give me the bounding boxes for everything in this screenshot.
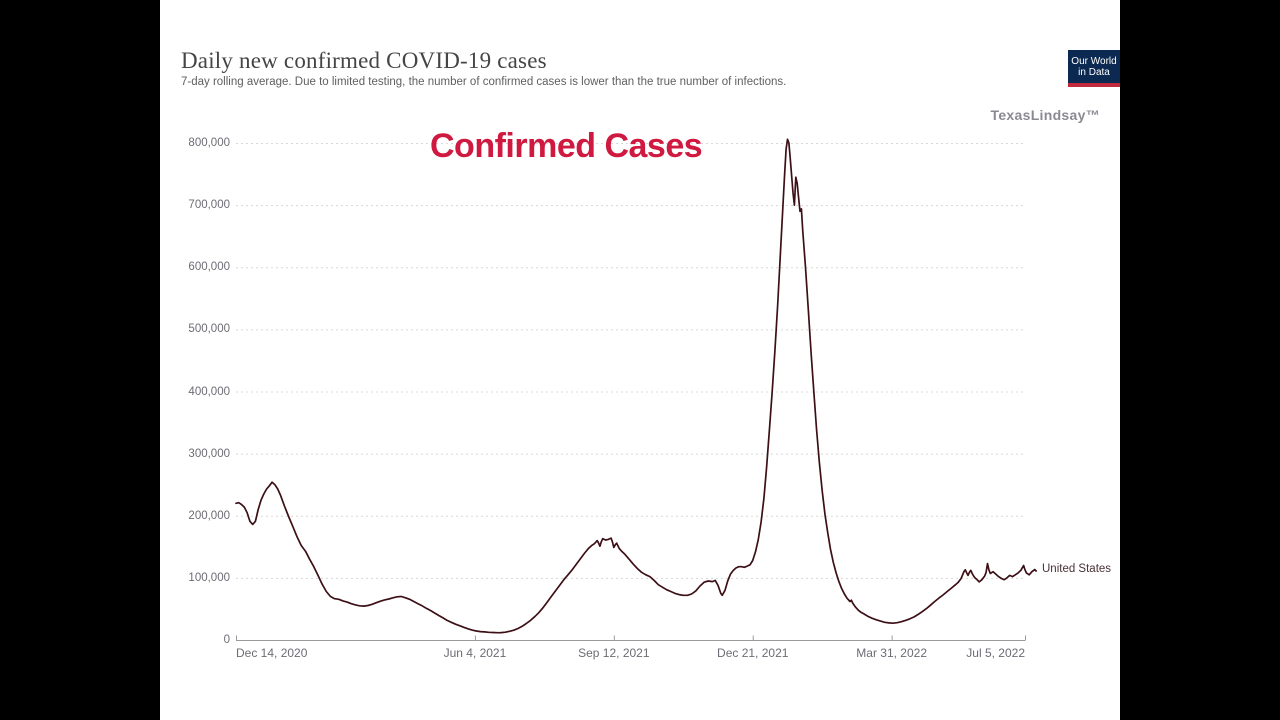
x-axis-tick-label: Sep 12, 2021 — [578, 646, 650, 660]
annotation-confirmed-cases: Confirmed Cases — [430, 127, 703, 165]
y-axis-tick-label: 400,000 — [188, 385, 230, 398]
owid-logo-line2: in Data — [1078, 66, 1110, 78]
x-axis-tick-label: Jun 4, 2021 — [443, 646, 507, 660]
y-axis-tick-label: 100,000 — [188, 571, 230, 584]
page-title: Daily new confirmed COVID-19 cases — [181, 48, 547, 73]
x-axis-tick-label: Jul 5, 2022 — [966, 646, 1025, 660]
x-axis-tick-label: Dec 14, 2020 — [236, 646, 308, 660]
x-axis-tick-label: Mar 31, 2022 — [856, 646, 927, 660]
watermark-texaslindsay: TexasLindsay™ — [990, 107, 1100, 123]
y-axis-tick-label: 300,000 — [188, 447, 230, 460]
chart-card: Daily new confirmed COVID-19 cases 7-day… — [160, 0, 1120, 720]
owid-logo-stripe — [1068, 83, 1120, 87]
owid-logo: Our World in Data — [1068, 50, 1120, 87]
owid-logo-line1: Our World — [1071, 55, 1117, 67]
y-axis-tick-label: 200,000 — [188, 509, 230, 522]
chart-subtitle: 7-day rolling average. Due to limited te… — [181, 76, 787, 88]
y-axis-tick-label: 500,000 — [188, 323, 230, 336]
x-axis-tick-label: Dec 21, 2021 — [717, 646, 789, 660]
chart-canvas — [235, 138, 1037, 641]
y-axis-tick-label: 800,000 — [188, 137, 230, 149]
owid-logo-box: Our World in Data — [1068, 50, 1120, 83]
y-axis-tick-label: 600,000 — [188, 261, 230, 274]
united-states-series-line — [235, 138, 1037, 634]
y-axis-tick-label: 700,000 — [188, 199, 230, 212]
y-axis-tick-label: 0 — [223, 634, 230, 646]
series-label-united-states: United States — [1042, 563, 1112, 575]
line-chart-plot: 0 100,000 200,000 300,000 400,000 500,000 600,… — [160, 0, 1120, 720]
